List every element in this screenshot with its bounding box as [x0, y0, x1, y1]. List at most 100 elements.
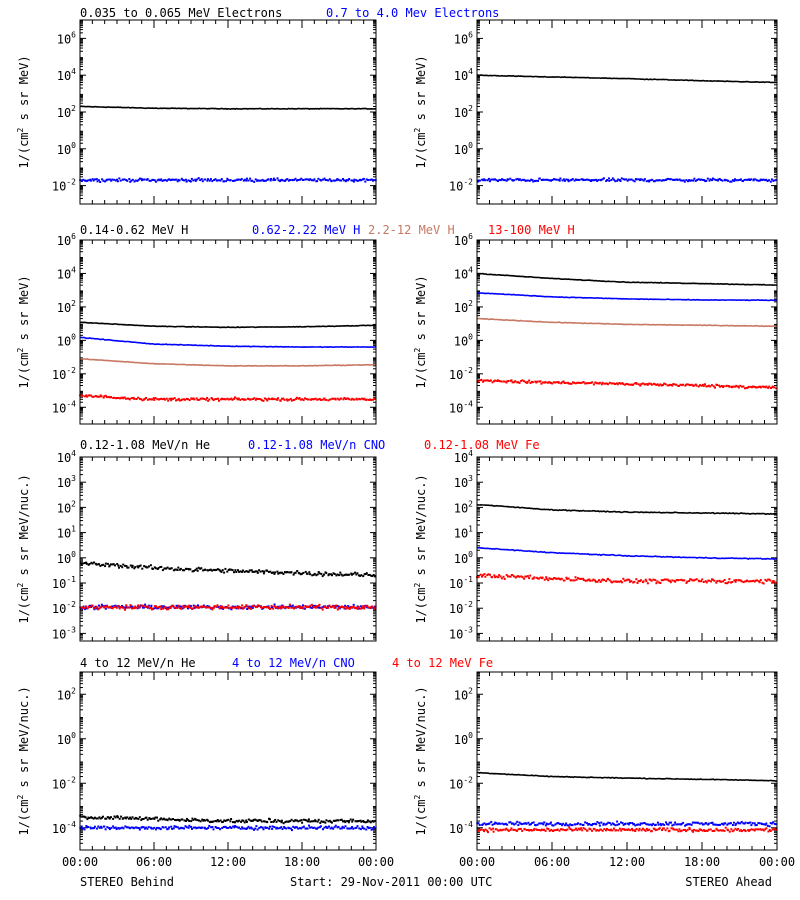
data-point	[307, 398, 310, 401]
data-point	[196, 819, 199, 822]
data-point	[229, 398, 232, 401]
data-point	[219, 828, 222, 831]
data-point	[248, 569, 251, 572]
data-point	[339, 605, 342, 608]
data-point	[317, 177, 320, 180]
data-point	[752, 579, 755, 582]
data-point	[268, 607, 270, 609]
data-point	[204, 819, 207, 822]
data-point	[764, 578, 767, 581]
data-point	[195, 818, 197, 821]
data-point	[172, 569, 175, 572]
data-point	[137, 396, 140, 399]
series-line	[476, 292, 778, 302]
data-point	[674, 580, 677, 583]
data-point	[663, 578, 666, 581]
data-point	[136, 565, 139, 568]
data-point	[646, 582, 649, 585]
data-point	[176, 180, 179, 183]
data-point	[574, 576, 577, 579]
data-point	[199, 567, 202, 570]
data-point	[720, 580, 723, 583]
data-point	[294, 571, 297, 574]
data-point	[296, 606, 299, 608]
data-point	[321, 178, 324, 181]
data-point	[79, 561, 82, 564]
data-point	[189, 180, 192, 183]
data-point	[544, 829, 547, 832]
data-point	[193, 398, 196, 401]
data-point	[490, 828, 493, 831]
data-point	[319, 821, 322, 824]
data-point	[191, 817, 194, 820]
data-point	[711, 578, 714, 581]
data-point	[332, 827, 335, 830]
data-point	[708, 179, 711, 182]
data-point	[751, 822, 754, 825]
data-point	[255, 605, 258, 608]
data-point	[659, 822, 662, 825]
data-point	[291, 179, 294, 182]
data-point	[336, 608, 339, 611]
data-point	[675, 828, 678, 831]
data-point	[315, 606, 317, 609]
y-tick-label: 10-4	[52, 820, 76, 836]
data-point	[174, 819, 176, 821]
data-point	[608, 177, 610, 180]
data-point	[239, 606, 242, 609]
data-point	[261, 399, 263, 402]
data-point	[625, 178, 628, 181]
data-point	[162, 607, 165, 610]
data-point	[596, 829, 599, 831]
data-point	[209, 568, 212, 571]
data-point	[756, 179, 758, 182]
data-point	[555, 577, 558, 580]
data-point	[498, 379, 501, 382]
data-point	[366, 826, 369, 828]
series-scatter-0000ff	[477, 177, 778, 183]
data-point	[152, 827, 154, 830]
data-point	[662, 179, 664, 182]
data-point	[135, 826, 137, 829]
data-point	[330, 826, 333, 829]
data-point	[488, 180, 491, 183]
data-point	[363, 820, 366, 823]
data-point	[506, 828, 509, 831]
data-point	[698, 828, 701, 831]
data-point	[497, 576, 500, 579]
data-point	[695, 578, 698, 581]
data-point	[550, 821, 552, 824]
data-point	[285, 820, 288, 823]
data-point	[656, 383, 659, 386]
data-point	[188, 820, 191, 822]
data-point	[300, 606, 302, 609]
data-point	[97, 825, 100, 828]
data-point	[106, 605, 109, 608]
data-point	[138, 816, 141, 819]
data-point	[81, 395, 84, 397]
data-point	[242, 819, 245, 822]
data-point	[707, 822, 710, 825]
legend-entry: 0.035 to 0.065 MeV Electrons	[80, 6, 282, 20]
data-point	[251, 179, 254, 182]
data-point	[308, 605, 310, 608]
y-tick-label: 10-2	[449, 775, 473, 791]
data-point	[148, 179, 151, 182]
data-point	[142, 818, 145, 820]
data-point	[209, 178, 212, 181]
data-point	[594, 580, 597, 583]
data-point	[128, 398, 131, 401]
data-point	[750, 824, 753, 827]
data-point	[80, 180, 83, 182]
data-point	[305, 398, 308, 400]
data-point	[260, 606, 262, 609]
data-point	[529, 823, 532, 826]
data-point	[351, 606, 354, 609]
data-point	[188, 604, 191, 607]
data-point	[344, 821, 347, 824]
data-point	[195, 567, 198, 570]
data-point	[507, 380, 510, 382]
data-point	[302, 818, 305, 821]
data-point	[596, 180, 599, 182]
data-point	[551, 824, 554, 827]
